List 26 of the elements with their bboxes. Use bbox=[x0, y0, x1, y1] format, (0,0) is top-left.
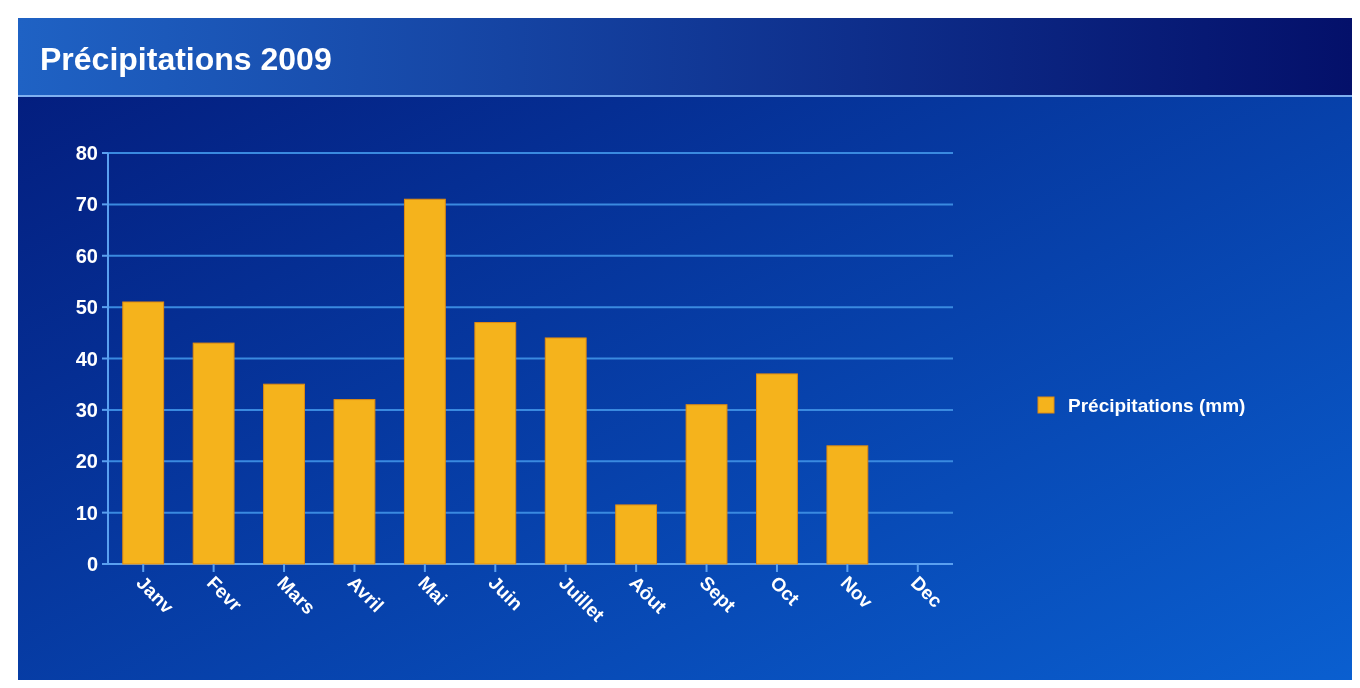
x-tick-label: Oct bbox=[766, 571, 804, 610]
bar bbox=[263, 383, 305, 565]
y-tick-label: 70 bbox=[75, 193, 98, 216]
y-tick-label: 80 bbox=[75, 142, 98, 164]
bar bbox=[333, 399, 376, 565]
x-tick-label: Nov bbox=[836, 571, 878, 613]
bar bbox=[826, 445, 869, 565]
bar bbox=[474, 322, 517, 565]
legend-label: Précipitations (mm) bbox=[1068, 394, 1246, 416]
bar bbox=[122, 301, 165, 565]
bar bbox=[685, 404, 728, 565]
bar bbox=[615, 504, 658, 565]
y-tick-label: 50 bbox=[75, 296, 98, 319]
bar bbox=[192, 342, 235, 565]
chart-title: Précipitations 2009 bbox=[40, 41, 332, 77]
bar bbox=[403, 198, 446, 565]
y-tick-label: 30 bbox=[75, 398, 98, 421]
y-tick-label: 60 bbox=[75, 244, 98, 267]
y-tick-label: 20 bbox=[75, 450, 98, 473]
x-tick-label: Mai bbox=[414, 571, 452, 610]
bar bbox=[756, 373, 798, 565]
y-tick-label: 0 bbox=[86, 553, 98, 575]
y-tick-label: 10 bbox=[75, 501, 98, 524]
bar bbox=[544, 337, 587, 565]
y-tick-label: 40 bbox=[75, 347, 98, 370]
x-tick-label: Dec bbox=[906, 571, 947, 612]
